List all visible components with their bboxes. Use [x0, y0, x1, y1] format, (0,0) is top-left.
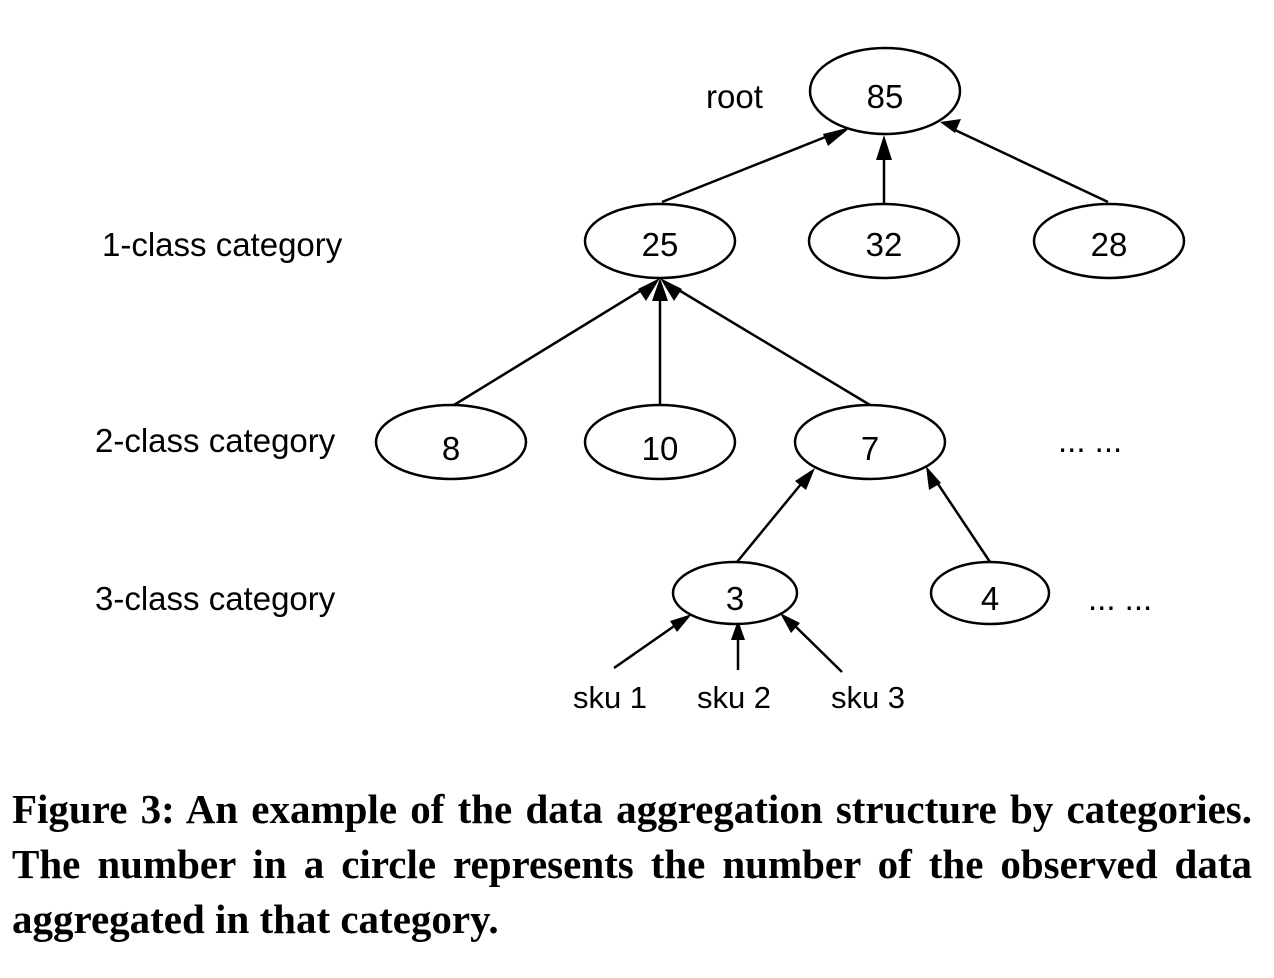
edge-sku3-to-3 — [791, 622, 843, 673]
arrowhead-sku1-to-3 — [670, 614, 692, 632]
edge-sku1-to-3 — [613, 620, 681, 670]
level-3-ellipsis: ... ... — [1088, 580, 1152, 617]
node-2-class-b-count: 10 — [642, 430, 679, 467]
node-2-class-a: 8 — [374, 403, 528, 481]
node-root: 85 — [808, 46, 962, 136]
edge-25-to-85 — [661, 130, 839, 204]
edge-4-to-7 — [932, 477, 992, 563]
level-label-1-class: 1-class category — [102, 226, 343, 263]
node-2-class-a-count: 8 — [442, 430, 460, 467]
arrowhead-sku3-to-3 — [780, 613, 800, 633]
sku-label-2: sku 2 — [697, 680, 771, 715]
sku-label-3: sku 3 — [831, 680, 905, 715]
node-1-class-a-count: 25 — [642, 226, 679, 263]
arrowhead-10-to-25 — [652, 278, 668, 301]
figure-caption: Figure 3: An example of the data aggrega… — [12, 786, 1252, 942]
node-root-count: 85 — [867, 78, 904, 115]
node-1-class-c-count: 28 — [1091, 226, 1128, 263]
edge-8-to-25 — [453, 284, 649, 407]
node-2-class-b: 10 — [583, 403, 737, 481]
node-3-class-b: 4 — [929, 560, 1051, 626]
node-1-class-a: 25 — [583, 202, 737, 280]
node-2-class-c: 7 — [793, 403, 947, 481]
level-2-ellipsis: ... ... — [1058, 422, 1122, 459]
edge-3-to-7 — [736, 477, 807, 563]
arrowhead-28-to-85 — [940, 119, 961, 133]
node-3-class-b-count: 4 — [981, 580, 999, 617]
aggregation-tree-diagram: root 1-class category 2-class category 3… — [95, 46, 1186, 715]
arrowhead-7-to-25 — [660, 278, 682, 301]
level-label-2-class: 2-class category — [95, 422, 336, 459]
node-3-class-a: 3 — [671, 560, 799, 626]
arrowhead-sku2-to-3 — [731, 620, 745, 640]
edge-28-to-85 — [954, 128, 1109, 204]
edge-7-to-25 — [671, 284, 871, 407]
arrowhead-8-to-25 — [638, 278, 660, 301]
node-2-class-c-count: 7 — [861, 430, 879, 467]
arrowhead-3-to-7 — [795, 468, 815, 490]
sku-label-1: sku 1 — [573, 680, 647, 715]
arrowhead-32-to-85 — [876, 135, 892, 160]
node-3-class-a-count: 3 — [726, 580, 744, 617]
level-label-root: root — [706, 78, 763, 115]
edges — [453, 119, 1109, 673]
arrowhead-4-to-7 — [926, 466, 941, 490]
level-label-3-class: 3-class category — [95, 580, 336, 617]
node-1-class-c: 28 — [1032, 202, 1186, 280]
node-1-class-b: 32 — [807, 202, 961, 280]
node-1-class-b-count: 32 — [866, 226, 903, 263]
arrowhead-25-to-85 — [823, 127, 851, 146]
